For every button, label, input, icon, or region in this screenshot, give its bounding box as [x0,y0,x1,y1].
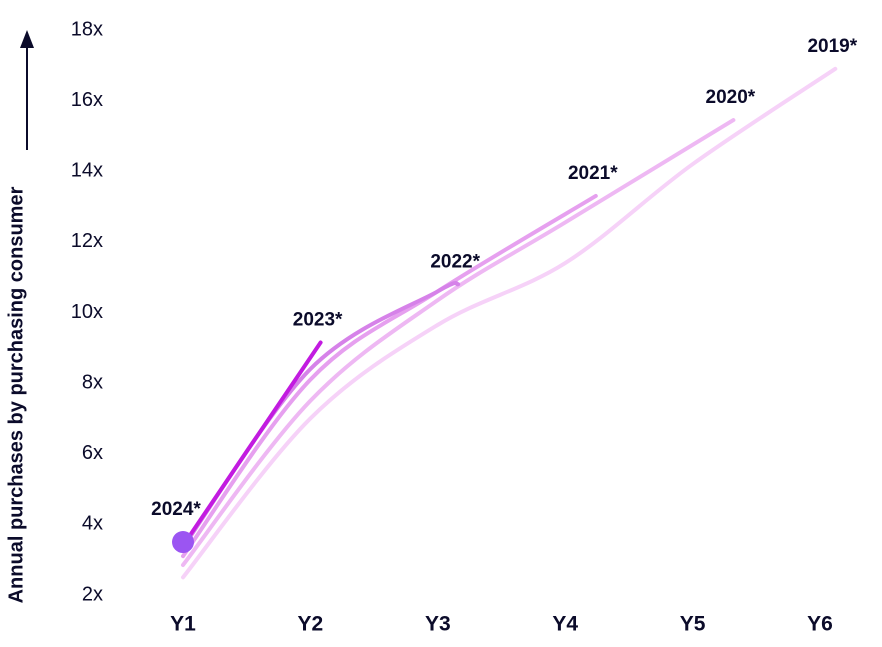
y-tick-label: 14x [71,160,103,182]
y-tick-label: 18x [71,18,103,40]
series-label: 2020* [706,87,756,108]
y-tick-label: 6x [82,442,103,464]
y-tick-label: 16x [71,89,103,111]
series-line [181,193,598,559]
series-label: 2022* [430,251,480,272]
x-tick-label: Y2 [298,613,324,636]
x-tick-label: Y3 [425,613,451,636]
axis-arrow-head [20,30,34,48]
series-label: 2021* [568,163,618,184]
y-axis-title: Annual purchases by purchasing consumer [5,186,27,603]
x-tick-label: Y6 [807,613,833,636]
series-label: 2024* [151,499,201,520]
series-line [181,340,323,548]
series-label: 2023* [293,310,343,331]
series-label: 2019* [807,36,857,57]
y-tick-label: 10x [71,301,103,323]
x-tick-label: Y1 [170,613,196,636]
x-tick-label: Y4 [552,613,578,636]
y-tick-label: 8x [82,371,103,393]
series-line [181,118,736,567]
y-tick-label: 12x [71,230,103,252]
y-tick-label: 4x [82,513,103,535]
data-point [172,531,194,554]
x-tick-label: Y5 [680,613,706,636]
y-tick-label: 2x [82,583,103,605]
series-line [181,66,838,580]
